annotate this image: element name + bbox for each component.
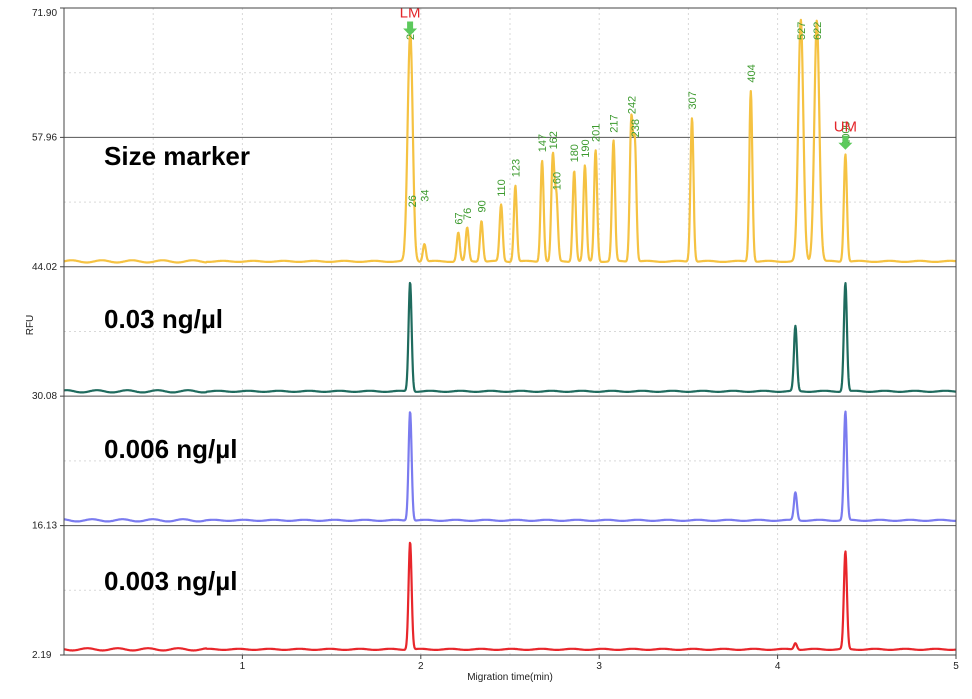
size-label: 67 [453, 212, 465, 224]
size-label: 34 [419, 189, 431, 201]
size-label: 123 [510, 159, 522, 177]
marker-arrow-icon [403, 21, 418, 36]
y-tick-label: 2.19 [32, 650, 52, 661]
trace-title: 0.03 ng/µl [104, 304, 223, 334]
size-label: 190 [580, 139, 592, 157]
x-tick-label: 1 [240, 661, 246, 672]
size-label: 110 [496, 179, 508, 197]
size-label: 527 [796, 22, 808, 40]
trace-title: 0.006 ng/µl [104, 434, 237, 464]
size-label: 162 [548, 131, 560, 149]
size-label: 201 [591, 124, 603, 142]
size-label: 26 [407, 195, 419, 207]
y-tick-label: 30.08 [32, 391, 57, 402]
size-label: 622 [812, 22, 824, 40]
marker-annotations: LM UM [400, 5, 857, 150]
y-tick-label: 57.96 [32, 132, 57, 143]
y-axis-label: RFU [25, 315, 36, 336]
grid-lines [64, 8, 956, 655]
x-tick-label: 4 [775, 661, 781, 672]
marker-label: UM [834, 119, 857, 136]
marker-label: LM [400, 5, 421, 22]
panel-separators [64, 136, 956, 527]
trace-title: Size marker [104, 141, 250, 171]
size-label: 404 [746, 64, 758, 82]
trace-line [63, 18, 957, 264]
size-label: 217 [608, 114, 620, 132]
size-label: 238 [630, 119, 642, 137]
marker-arrow-icon [838, 135, 853, 150]
trace-lines [63, 18, 957, 652]
x-tick-label: 3 [596, 661, 602, 672]
x-tick-label: 2 [418, 661, 424, 672]
size-label: 147 [537, 134, 549, 152]
trace-line [63, 281, 957, 394]
plot-frame [63, 7, 957, 656]
size-label: 90 [476, 200, 488, 212]
trace-line [63, 410, 957, 523]
y-tick-label: 71.90 [32, 8, 57, 19]
size-label: 180 [569, 144, 581, 162]
y-tick-label: 44.02 [32, 262, 57, 273]
size-label: 242 [626, 96, 638, 114]
trace-line [63, 541, 957, 652]
size-label: 160 [551, 172, 563, 190]
trace-titles: Size marker 0.03 ng/µl 0.006 ng/µl 0.003 ng… [104, 141, 250, 596]
size-label: 307 [687, 91, 699, 109]
y-tick-label: 16.13 [32, 521, 57, 532]
x-axis-label: Migration time(min) [467, 672, 553, 683]
size-label: 76 [462, 208, 474, 220]
x-tick-label: 5 [953, 661, 959, 672]
trace-title: 0.003 ng/µl [104, 566, 237, 596]
size-labels: 2026346776901101231471621601801902012172… [405, 22, 852, 225]
